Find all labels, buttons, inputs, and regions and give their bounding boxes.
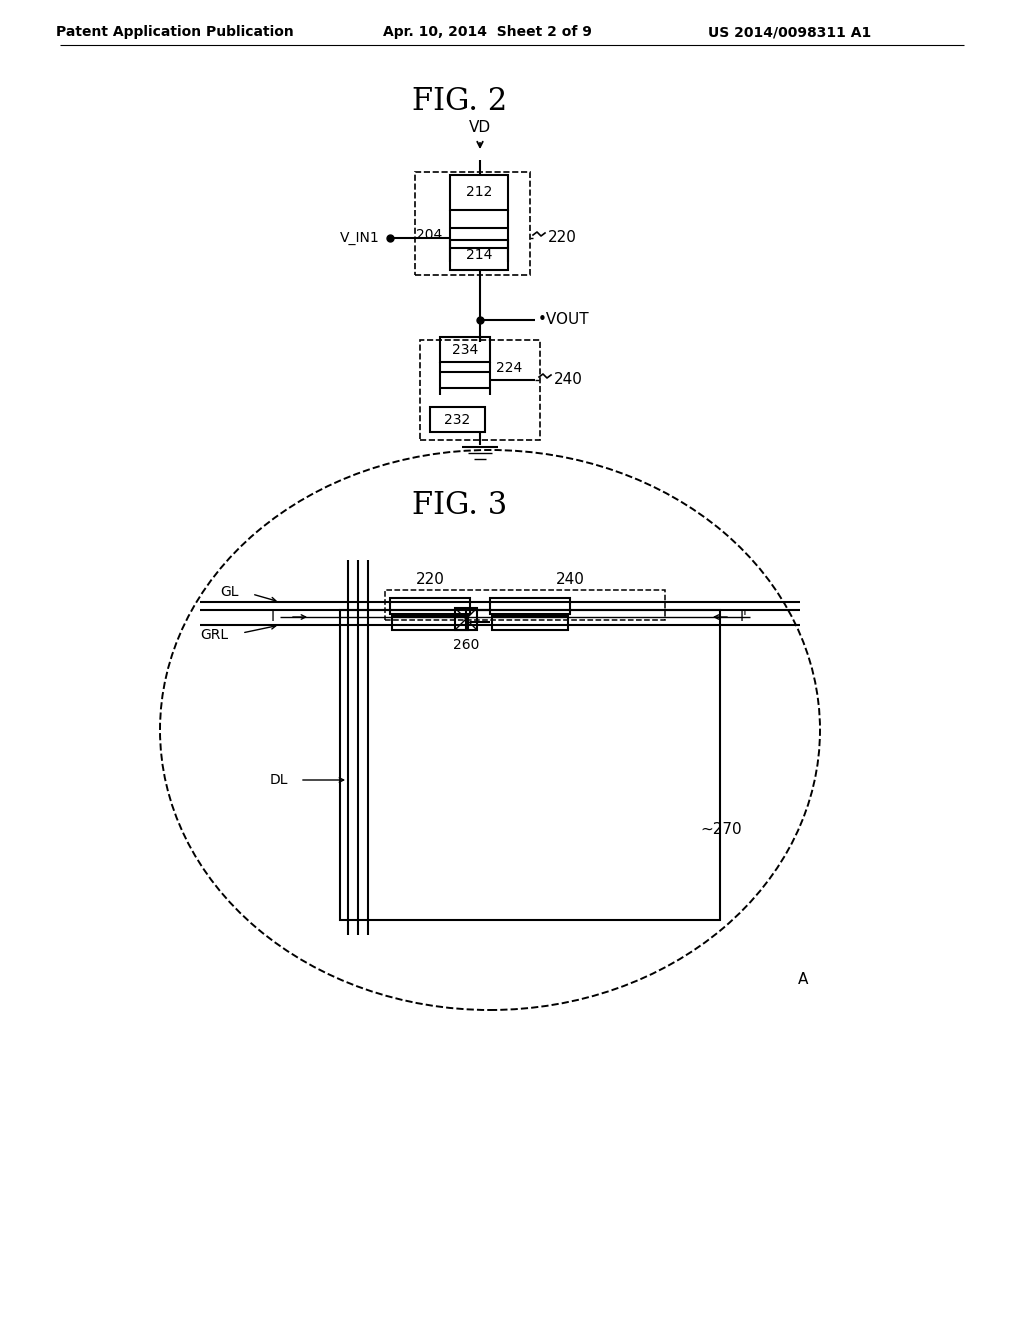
Text: Apr. 10, 2014  Sheet 2 of 9: Apr. 10, 2014 Sheet 2 of 9 (383, 25, 592, 40)
Bar (385, 590, 665, 620)
Text: 240: 240 (554, 372, 583, 388)
Text: Patent Application Publication: Patent Application Publication (56, 25, 294, 40)
Text: I: I (271, 610, 275, 624)
Text: •VOUT: •VOUT (538, 313, 590, 327)
Text: FIG. 2: FIG. 2 (413, 87, 508, 117)
Text: 204: 204 (416, 228, 442, 242)
Bar (490, 598, 570, 614)
Text: 260: 260 (453, 638, 479, 652)
Bar (430, 407, 485, 432)
Text: GRL: GRL (200, 628, 228, 642)
Bar (450, 240, 508, 271)
Text: VD: VD (469, 120, 492, 135)
Text: V_IN1: V_IN1 (340, 231, 380, 246)
Text: 212: 212 (466, 186, 493, 199)
Text: 220: 220 (416, 573, 444, 587)
Text: 240: 240 (556, 573, 585, 587)
Text: US 2014/0098311 A1: US 2014/0098311 A1 (709, 25, 871, 40)
Text: FIG. 3: FIG. 3 (413, 490, 508, 520)
Text: I': I' (740, 610, 748, 624)
Bar (440, 337, 490, 362)
Bar (392, 616, 468, 630)
Text: DL: DL (270, 774, 289, 787)
Text: 214: 214 (466, 248, 493, 261)
Bar (420, 341, 540, 440)
Text: A: A (798, 973, 808, 987)
Bar (492, 616, 568, 630)
Bar (340, 610, 720, 920)
Text: 232: 232 (444, 412, 471, 426)
Bar (390, 598, 470, 614)
Text: 234: 234 (452, 342, 478, 356)
Text: 224: 224 (496, 360, 522, 375)
Bar (450, 176, 508, 210)
Text: ~270: ~270 (700, 822, 741, 837)
Bar (415, 172, 530, 275)
Text: GL: GL (220, 585, 239, 599)
Bar (455, 609, 477, 630)
Text: 220: 220 (548, 231, 577, 246)
